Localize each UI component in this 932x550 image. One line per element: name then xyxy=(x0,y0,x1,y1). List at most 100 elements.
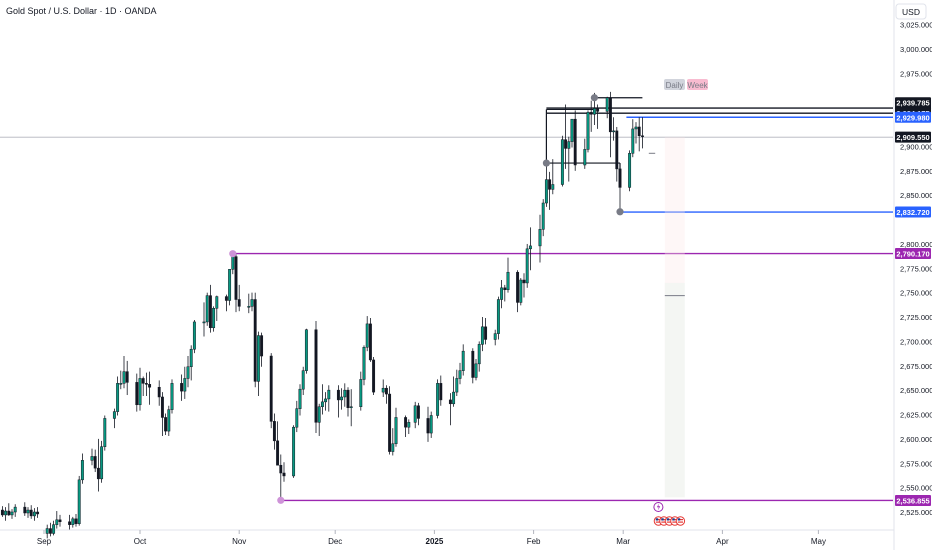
candle-body xyxy=(314,329,318,423)
flag-stripe xyxy=(666,521,672,523)
price-label-tag: 2,939.785 xyxy=(895,97,931,109)
candle-body xyxy=(516,271,520,303)
candle-body xyxy=(26,509,30,514)
candle-body xyxy=(327,389,331,400)
candle-body xyxy=(80,460,84,481)
candle-body xyxy=(304,329,308,371)
lightning-glyph xyxy=(656,503,661,511)
candle-body xyxy=(103,418,107,447)
price-label-text: 2,536.855 xyxy=(896,496,929,505)
candle-body xyxy=(298,388,302,409)
candle-body xyxy=(596,108,600,112)
candle-body xyxy=(215,296,219,309)
flag-stripe xyxy=(661,521,667,523)
candle-body xyxy=(276,440,280,466)
candle-body xyxy=(36,511,40,515)
flag-stripe xyxy=(677,521,683,523)
candle-body xyxy=(292,426,296,477)
time-tick-label: Oct xyxy=(134,537,147,546)
price-tick-label: 2,625.000 xyxy=(900,411,932,420)
candle-body xyxy=(496,299,500,334)
time-tick-label: Apr xyxy=(716,537,729,546)
candle-body xyxy=(180,383,184,392)
candle-body xyxy=(295,408,299,428)
candle-body xyxy=(471,350,475,378)
annotation-daily[interactable]: Daily xyxy=(664,79,685,90)
candle-body xyxy=(45,528,49,534)
candle-body xyxy=(160,396,164,418)
candle-body xyxy=(148,384,152,388)
candle-body xyxy=(231,256,235,270)
candle-body xyxy=(135,382,139,406)
time-tick-label: Nov xyxy=(232,537,246,546)
candle-body xyxy=(522,279,526,284)
time-tick-label: May xyxy=(811,537,826,546)
forecast-area xyxy=(664,137,685,498)
candle-body xyxy=(605,97,609,112)
price-label-tag: 2,929.980 xyxy=(895,111,931,123)
price-tick-label: 2,650.000 xyxy=(900,386,932,395)
price-axis[interactable]: 3,025.000 3,000.000 2,975.000 2,900.000 2,87… xyxy=(900,21,932,517)
candle-body xyxy=(372,359,376,393)
flag-stripe xyxy=(677,519,683,521)
candle-body xyxy=(404,417,408,428)
candle-body xyxy=(455,378,459,393)
candle-body xyxy=(564,139,568,149)
candle-body xyxy=(186,366,190,379)
candle-body xyxy=(119,383,123,385)
candle-body xyxy=(116,383,120,412)
candle-body xyxy=(336,389,340,401)
candle-body xyxy=(503,287,507,291)
candle-body xyxy=(551,184,555,190)
candle-body xyxy=(519,279,523,303)
candle-body xyxy=(548,179,552,190)
currency-selector[interactable]: USD xyxy=(895,3,927,20)
price-label-bg xyxy=(895,206,931,218)
price-tick-label: 2,900.000 xyxy=(900,142,932,151)
flag-stripe xyxy=(666,519,672,521)
flag-stripe xyxy=(672,519,678,521)
flag-stripe xyxy=(672,521,678,523)
candle-body xyxy=(436,383,440,416)
candle-body xyxy=(413,405,417,423)
price-tick-label: 2,750.000 xyxy=(900,289,932,298)
candle-body xyxy=(346,389,350,408)
candle-body xyxy=(340,396,344,401)
candle-body xyxy=(272,421,276,442)
candle-body xyxy=(640,135,644,138)
candle-body xyxy=(416,405,420,419)
price-label-tag: 2,832.720 xyxy=(895,206,931,218)
candle-body xyxy=(631,128,635,154)
candle-body xyxy=(381,387,385,393)
time-tick-label: 2025 xyxy=(426,537,444,546)
price-label-tag: 2,790.170 xyxy=(895,248,931,260)
candle-body xyxy=(628,153,632,188)
price-label-text: 2,909.550 xyxy=(896,133,929,142)
price-label-bg xyxy=(895,248,931,260)
annotation-week[interactable]: Week xyxy=(687,79,709,90)
drawing-point xyxy=(542,159,551,167)
candle-body xyxy=(170,383,174,410)
candle-body xyxy=(365,323,369,348)
candle-body xyxy=(320,401,324,407)
price-label-bg xyxy=(895,97,931,109)
candle-body xyxy=(480,326,484,345)
price-label-text: 2,929.980 xyxy=(896,113,929,122)
candle-body xyxy=(500,287,504,300)
event-icons[interactable] xyxy=(653,502,686,526)
candle-body xyxy=(112,411,116,419)
candle-body xyxy=(634,126,638,130)
flag-canton xyxy=(677,518,681,521)
flag-canton xyxy=(666,518,670,521)
candle-body xyxy=(567,141,571,149)
price-label-bg xyxy=(895,494,931,506)
price-tick-label: 2,675.000 xyxy=(900,362,932,371)
candle-body xyxy=(100,446,104,480)
drawing-point xyxy=(229,250,237,258)
annotation-daily-label: Daily xyxy=(666,81,684,90)
time-axis[interactable]: Sep Oct Nov Dec 2025 Feb Mar Apr May xyxy=(37,530,826,546)
candle-body xyxy=(439,383,443,401)
price-label-text: 2,790.170 xyxy=(896,250,929,259)
candle-body xyxy=(202,321,206,324)
